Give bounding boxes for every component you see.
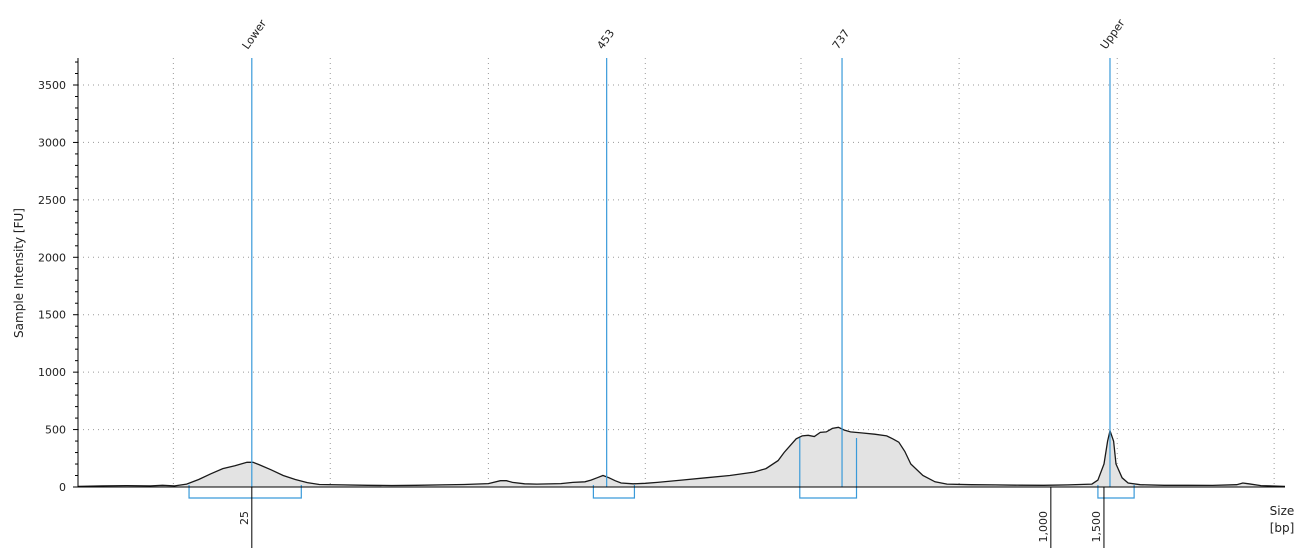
x-axis-title: Size [bp] [1270, 504, 1295, 535]
y-tick-label: 2500 [38, 194, 66, 207]
peak-label: 737 [830, 27, 853, 52]
y-tick-label: 3000 [38, 136, 66, 149]
x-tick-label: 1,000 [1037, 511, 1050, 543]
y-tick-label: 2000 [38, 251, 66, 264]
peak-range-bracket [1097, 485, 1135, 499]
x-axis-title-line2: [bp] [1270, 521, 1295, 535]
x-axis-title-line1: Size [1270, 504, 1295, 518]
y-tick-label: 3500 [38, 79, 66, 92]
trace-area [78, 427, 1285, 487]
peak-range-bracket [188, 485, 302, 499]
peak-marker: 453 [592, 27, 636, 499]
peak-label: Lower [240, 17, 270, 52]
axes: 0 500 1000 1500 2000 2500 3000 3500 25 1,000 1,50… [38, 58, 1285, 548]
x-tick-label: 25 [238, 511, 251, 525]
x-ticks: 25 1,000 1,500 [238, 487, 1105, 548]
grid-lines [78, 58, 1285, 487]
y-axis-title: Sample Intensity [FU] [12, 208, 26, 338]
y-tick-label: 0 [59, 481, 66, 494]
trace-line [77, 426, 1286, 488]
peak-markers: Lower 453 737 Upper [188, 17, 1135, 499]
y-tick-label: 500 [45, 424, 66, 437]
y-ticks: 0 500 1000 1500 2000 2500 3000 3500 [38, 61, 78, 494]
peak-label: Upper [1098, 17, 1128, 52]
y-tick-label: 1500 [38, 309, 66, 322]
x-tick-label: 1,500 [1090, 511, 1103, 543]
peak-label: 453 [594, 27, 617, 52]
peak-range-bracket [592, 485, 636, 499]
peak-marker: Lower [188, 17, 302, 499]
y-tick-label: 1000 [38, 366, 66, 379]
peak-marker: 737 [799, 27, 858, 499]
peak-range-bracket [799, 438, 858, 499]
